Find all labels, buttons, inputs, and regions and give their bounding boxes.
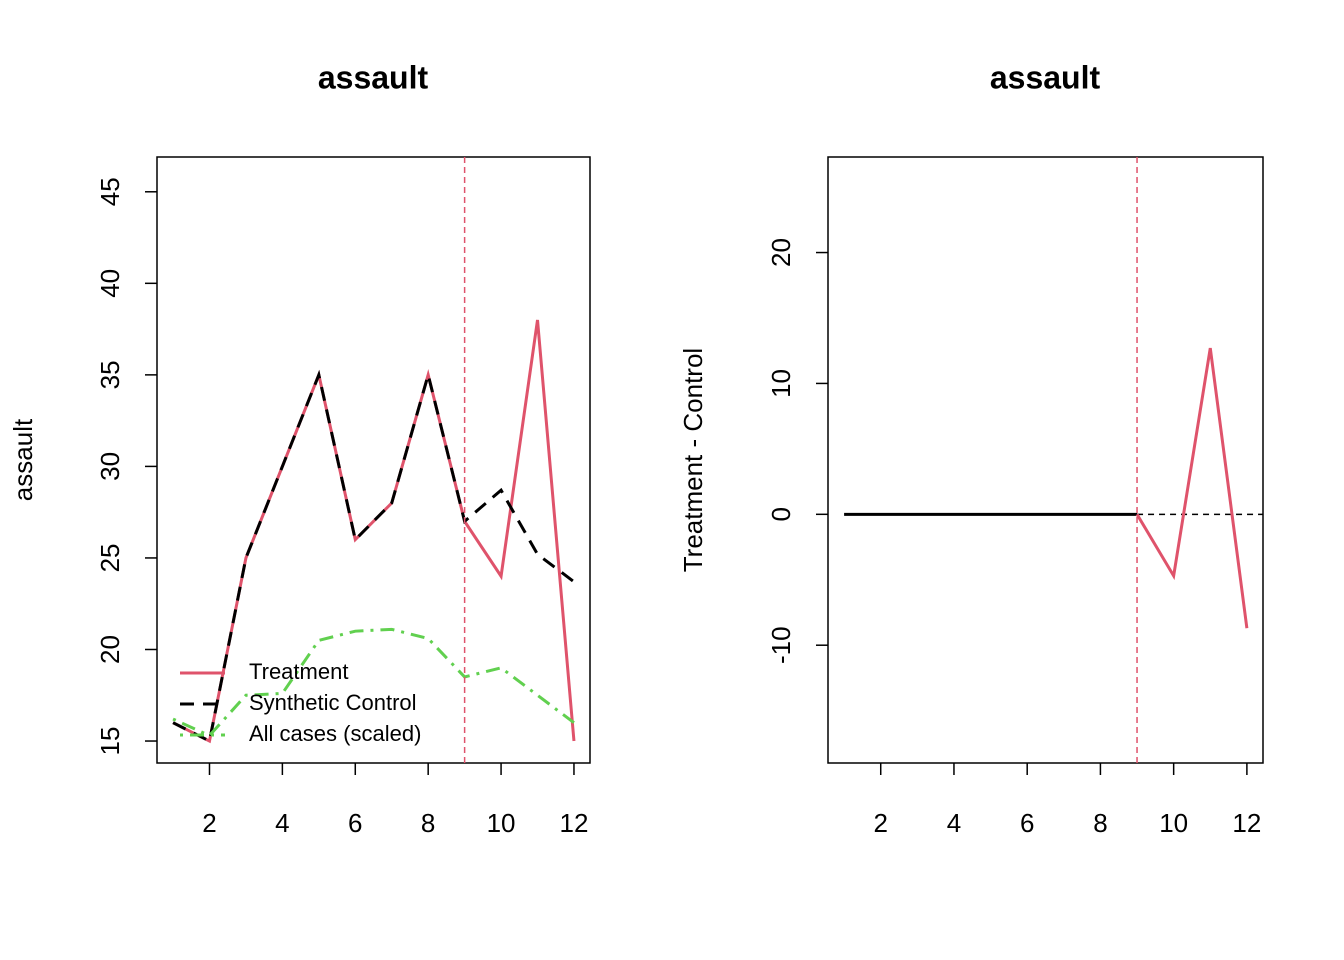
y-tick-label: 20 — [95, 635, 125, 664]
legend-label: Treatment — [249, 659, 348, 684]
y-axis-label: assault — [8, 418, 38, 501]
plot-box — [827, 156, 1264, 764]
x-tick-label: 6 — [1020, 808, 1034, 838]
y-tick-label: 15 — [95, 727, 125, 756]
y-tick-label: 35 — [95, 360, 125, 389]
x-tick-label: 10 — [1159, 808, 1188, 838]
y-tick-label: 30 — [95, 452, 125, 481]
y-tick-label: 25 — [95, 543, 125, 572]
y-tick-label: 20 — [766, 238, 796, 267]
series-line — [172, 369, 575, 744]
series-line — [172, 627, 575, 738]
y-tick-label: 10 — [766, 369, 796, 398]
series-line — [1135, 347, 1249, 629]
chart-title: assault — [990, 59, 1101, 95]
x-tick-label: 8 — [421, 808, 435, 838]
x-tick-label: 2 — [873, 808, 887, 838]
plot-box — [156, 156, 591, 764]
y-tick-label: 0 — [766, 507, 796, 521]
y-axis-label: Treatment - Control — [678, 348, 708, 572]
x-tick-label: 6 — [348, 808, 362, 838]
x-tick-label: 12 — [1232, 808, 1261, 838]
y-tick-label: -10 — [766, 626, 796, 664]
chart-title: assault — [318, 59, 429, 95]
x-tick-label: 4 — [947, 808, 961, 838]
x-tick-label: 12 — [560, 808, 589, 838]
y-tick-label: 45 — [95, 177, 125, 206]
x-tick-label: 8 — [1093, 808, 1107, 838]
x-tick-label: 2 — [202, 808, 216, 838]
legend-label: Synthetic Control — [249, 690, 417, 715]
y-tick-label: 40 — [95, 269, 125, 298]
legend-label: All cases (scaled) — [249, 721, 421, 746]
x-tick-label: 4 — [275, 808, 289, 838]
x-tick-label: 10 — [487, 808, 516, 838]
